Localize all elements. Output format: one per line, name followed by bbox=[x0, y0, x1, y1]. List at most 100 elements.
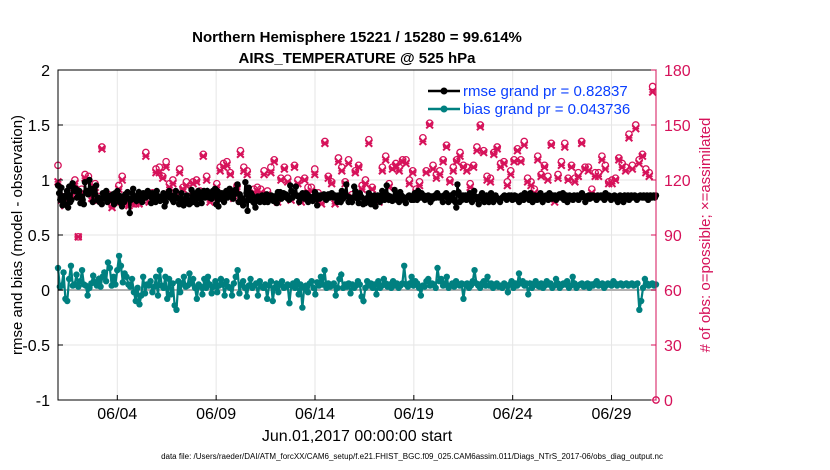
bias-point bbox=[639, 284, 647, 291]
bias-point bbox=[278, 278, 286, 285]
rmse-point bbox=[287, 182, 294, 189]
obs-assimilated-marker bbox=[570, 177, 580, 186]
rmse-point bbox=[252, 204, 259, 211]
obs-assimilated-marker bbox=[584, 166, 593, 175]
bias-point bbox=[84, 292, 91, 299]
bias-point bbox=[199, 291, 206, 298]
bias-point bbox=[267, 278, 275, 285]
bias-point bbox=[421, 283, 428, 290]
bias-point bbox=[304, 289, 312, 296]
right-tick-label: 120 bbox=[664, 173, 691, 190]
bias-point bbox=[299, 304, 306, 311]
bias-point bbox=[295, 291, 302, 298]
obs-assimilated-marker bbox=[638, 152, 647, 161]
rmse-point bbox=[475, 201, 482, 208]
rmse-point bbox=[468, 198, 476, 206]
rmse-series bbox=[54, 176, 660, 217]
bias-point bbox=[127, 283, 134, 290]
obs-possible-marker bbox=[310, 165, 319, 173]
rmse-point bbox=[485, 198, 493, 206]
obs-assimilated-marker bbox=[614, 155, 623, 164]
bias-point bbox=[101, 269, 108, 276]
bias-point bbox=[176, 289, 184, 296]
legend-rmse-label: rmse grand pr = 0.82837 bbox=[463, 83, 628, 100]
bias-point bbox=[636, 306, 643, 313]
bias-point bbox=[186, 270, 193, 277]
bias-point bbox=[152, 273, 160, 280]
bias-point bbox=[204, 273, 212, 280]
x-tick-label: 06/09 bbox=[196, 406, 236, 423]
rmse-point bbox=[383, 182, 390, 189]
bias-point bbox=[347, 290, 354, 297]
rmse-point bbox=[68, 196, 75, 203]
rmse-point bbox=[241, 197, 248, 205]
bias-point bbox=[356, 281, 363, 288]
obs-assimilated-marker bbox=[401, 159, 411, 168]
bias-point bbox=[443, 273, 450, 280]
right-tick-label: 150 bbox=[664, 118, 691, 135]
x-axis-label: Jun.01,2017 00:00:00 start bbox=[262, 428, 453, 445]
rmse-point bbox=[343, 181, 350, 188]
bias-point bbox=[193, 295, 201, 302]
obs-assimilated-marker bbox=[361, 179, 370, 188]
obs-assimilated-marker bbox=[442, 142, 451, 152]
bias-point bbox=[75, 283, 82, 290]
bias-point bbox=[147, 278, 154, 285]
bias-point bbox=[130, 289, 138, 296]
rmse-point bbox=[58, 184, 65, 191]
bias-point bbox=[317, 273, 325, 280]
rmse-point bbox=[439, 198, 447, 206]
obs-assimilated-marker bbox=[493, 144, 502, 153]
bias-point bbox=[141, 290, 149, 297]
obs-assimilated-marker bbox=[645, 172, 654, 181]
data-file-footnote: data file: /Users/raeder/DAI/ATM_forcXX/… bbox=[161, 452, 663, 461]
obs-assimilated-marker bbox=[560, 142, 569, 152]
obs-assimilated-marker bbox=[381, 155, 390, 164]
obs-assimilated-marker bbox=[509, 157, 519, 166]
obs-assimilated-marker bbox=[455, 152, 465, 161]
obs-assimilated-marker bbox=[320, 139, 330, 148]
bias-point bbox=[375, 278, 382, 285]
bias-point bbox=[73, 271, 80, 278]
rmse-point bbox=[313, 202, 321, 209]
obs-assimilated-marker bbox=[435, 170, 444, 179]
obs-assimilated-marker bbox=[74, 232, 83, 241]
bias-point bbox=[373, 291, 380, 298]
rmse-point bbox=[372, 203, 379, 210]
obs-assimilated-marker bbox=[479, 148, 488, 157]
left-tick-label: 0 bbox=[41, 283, 50, 300]
chart-title-line2: AIRS_TEMPERATURE @ 525 hPa bbox=[239, 50, 477, 67]
obs-assimilated-marker bbox=[540, 163, 549, 172]
obs-assimilated-marker bbox=[175, 168, 184, 177]
obs-assimilated-marker bbox=[192, 177, 201, 186]
bias-point bbox=[115, 252, 123, 260]
rmse-point bbox=[220, 198, 228, 206]
bias-point bbox=[67, 262, 75, 269]
bias-point bbox=[106, 264, 114, 272]
bias-point bbox=[417, 292, 425, 299]
obs-assimilated-marker bbox=[574, 172, 583, 181]
obs-assimilated-marker bbox=[439, 157, 448, 166]
bias-point bbox=[160, 284, 167, 291]
bias-point bbox=[264, 295, 271, 302]
rmse-point bbox=[292, 183, 300, 190]
bias-point bbox=[634, 280, 641, 287]
obs-assimilated-marker bbox=[226, 170, 235, 179]
bias-point bbox=[243, 293, 251, 300]
x-ticks: 06/04 06/09 06/14 06/19 06/24 06/29 bbox=[97, 395, 632, 423]
left-tick-label: -0.5 bbox=[22, 338, 50, 355]
obs-assimilated-marker bbox=[486, 177, 495, 186]
obs-assimilated-marker bbox=[499, 159, 509, 168]
bias-point bbox=[338, 271, 345, 278]
bias-point bbox=[332, 292, 339, 299]
bias-series bbox=[54, 252, 660, 313]
obs-assimilated-marker bbox=[364, 139, 373, 148]
bias-point bbox=[234, 267, 241, 274]
bias-point bbox=[484, 273, 491, 280]
bias-point bbox=[164, 295, 171, 302]
bias-point bbox=[471, 267, 478, 274]
right-tick-label: 90 bbox=[664, 228, 682, 245]
obs-assimilated-marker bbox=[266, 168, 275, 177]
rmse-point bbox=[215, 203, 222, 210]
bias-point bbox=[269, 297, 276, 305]
